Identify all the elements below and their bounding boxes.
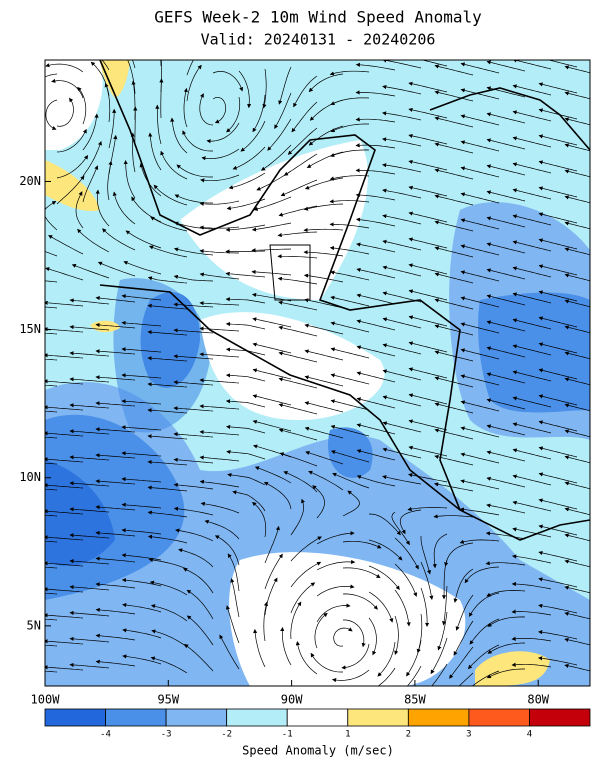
lat-label: 15N bbox=[19, 322, 41, 336]
colorbar-tick-label: 4 bbox=[527, 730, 532, 740]
colorbar-swatch bbox=[348, 709, 409, 726]
colorbar-tick-label: 1 bbox=[345, 730, 350, 740]
colorbar-tick-label: -1 bbox=[282, 730, 293, 740]
colorbar-swatch bbox=[45, 709, 106, 726]
lon-label: 100W bbox=[31, 693, 61, 707]
colorbar-tick-label: 2 bbox=[406, 730, 411, 740]
title: GEFS Week-2 10m Wind Speed Anomaly bbox=[154, 8, 482, 27]
colorbar-swatch bbox=[106, 709, 167, 726]
lon-label: 80W bbox=[527, 693, 549, 707]
colorbar-swatch bbox=[227, 709, 288, 726]
colorbar-swatch bbox=[287, 709, 348, 726]
colorbar-swatch bbox=[166, 709, 227, 726]
lon-label: 90W bbox=[281, 693, 303, 707]
colorbar-swatch bbox=[408, 709, 469, 726]
lat-label: 5N bbox=[27, 618, 41, 632]
subtitle: Valid: 20240131 - 20240206 bbox=[201, 31, 436, 49]
colorbar-label: Speed Anomaly (m/sec) bbox=[242, 744, 394, 758]
lat-label: 20N bbox=[19, 174, 41, 188]
lon-label: 85W bbox=[404, 693, 426, 707]
colorbar-swatch bbox=[469, 709, 530, 726]
lon-label: 95W bbox=[157, 693, 179, 707]
colorbar-tick-label: -2 bbox=[221, 730, 232, 740]
colorbar-tick-label: 3 bbox=[466, 730, 471, 740]
map-field bbox=[18, 28, 601, 700]
colorbar-tick-label: -4 bbox=[100, 730, 111, 740]
colorbar-swatch bbox=[529, 709, 590, 726]
colorbar-tick-label: -3 bbox=[161, 730, 172, 740]
lat-label: 10N bbox=[19, 470, 41, 484]
